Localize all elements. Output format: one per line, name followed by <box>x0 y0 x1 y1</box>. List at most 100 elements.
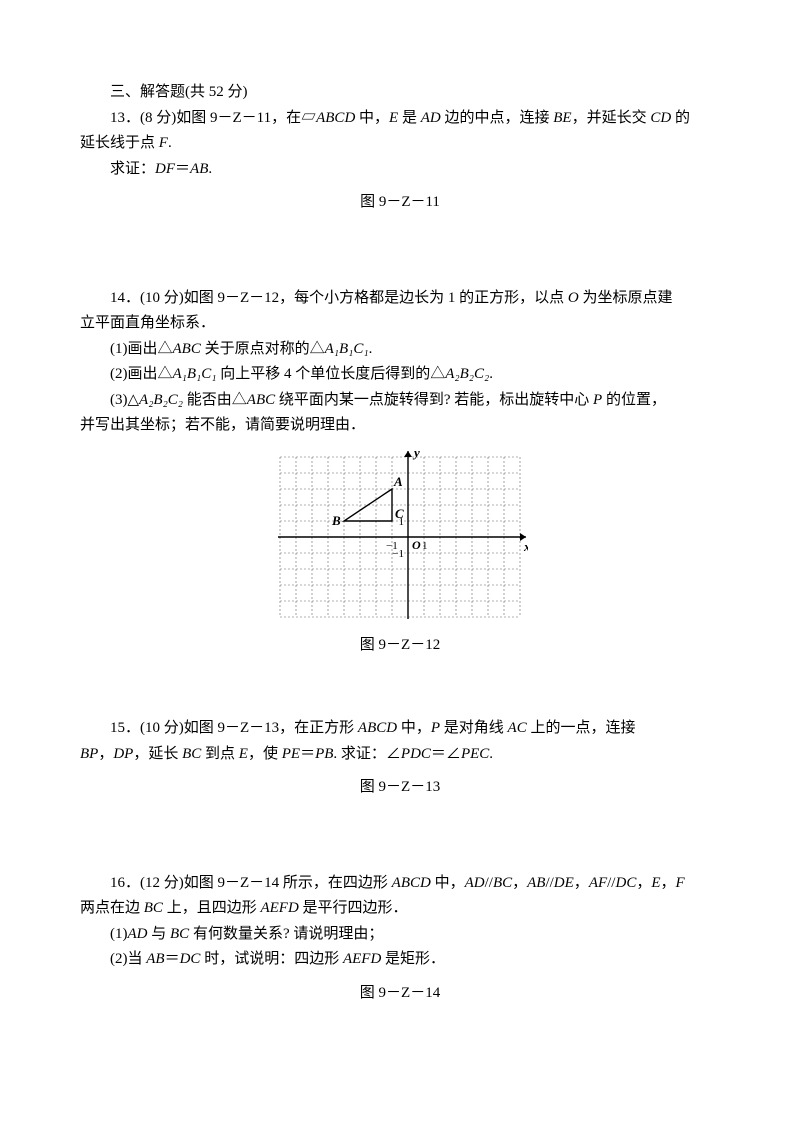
svg-text:x: x <box>523 539 528 554</box>
svg-text:y: y <box>412 449 420 460</box>
q16-text: 是平行四边形． <box>299 900 408 916</box>
q16-par: // <box>545 875 553 891</box>
svg-text:O: O <box>412 538 421 552</box>
q14-a1b1c1b: A₁B₁C₁ <box>173 366 217 382</box>
figure-16-label: 图 9－Z－14 <box>80 981 720 1007</box>
q16-abcd: ABCD <box>392 875 431 891</box>
q15-bp: BP <box>80 746 98 762</box>
q14-abc: ABC <box>173 341 201 357</box>
q16-f: F <box>676 875 685 891</box>
q15-dp: DP <box>113 746 133 762</box>
q16-de: DE <box>554 875 574 891</box>
q15-pdc: PDC <box>401 746 431 762</box>
q14-text: 关于原点对称的△ <box>201 341 325 357</box>
coordinate-grid-figure: O11−1−1xyABC <box>272 449 528 625</box>
q16-ad2: AD <box>128 926 148 942</box>
q16-aefd2: AEFD <box>343 951 381 967</box>
q15-line1: 15．(10 分)如图 9－Z－13，在正方形 ABCD 中，P 是对角线 AC… <box>80 716 720 742</box>
q13-eq: ＝ <box>175 161 190 177</box>
q15-e: E <box>239 746 248 762</box>
section-title: 三、解答题(共 52 分) <box>80 80 720 106</box>
q14-text: 绕平面内某一点旋转得到? 若能，标出旋转中心 <box>275 392 593 408</box>
q16-bc2: BC <box>144 900 163 916</box>
svg-text:1: 1 <box>422 540 428 552</box>
q14-text: (2)画出△ <box>110 366 173 382</box>
figure-15-label: 图 9－Z－13 <box>80 775 720 801</box>
q14-p: P <box>593 392 602 408</box>
q14-line1: 14．(10 分)如图 9－Z－12，每个小方格都是边长为 1 的正方形，以点 … <box>80 286 720 312</box>
q14-abcb: ABC <box>247 392 275 408</box>
q15-pb: PB <box>315 746 333 762</box>
q13-text: 延长线于点 <box>80 135 159 151</box>
q15-eq: ＝ <box>300 746 315 762</box>
q15-text: 上的一点，连接 <box>527 720 636 736</box>
q16-line1: 16．(12 分)如图 9－Z－14 所示，在四边形 ABCD 中，AD//BC… <box>80 871 720 897</box>
q14-a1b1c1: A₁B₁C₁ <box>325 341 369 357</box>
q14-sub3-line2: 并写出其坐标；若不能，请简要说明理由． <box>80 413 720 439</box>
q14-text: 为坐标原点建 <box>579 290 673 306</box>
q13-text: 的 <box>671 110 690 126</box>
q16-sub1: (1)AD 与 BC 有何数量关系? 请说明理由； <box>80 922 720 948</box>
q15-text: 到点 <box>201 746 239 762</box>
q16-af: AF <box>589 875 607 891</box>
q13-text: . <box>168 135 172 151</box>
q13-text: 是 <box>398 110 421 126</box>
q13-text: 中， <box>355 110 389 126</box>
q16-text: 两点在边 <box>80 900 144 916</box>
q16-text: 16．(12 分)如图 9－Z－14 所示，在四边形 <box>110 875 392 891</box>
figure-14-container: O11−1−1xyABC <box>80 449 720 625</box>
q16-par: // <box>485 875 493 891</box>
q16-sub2: (2)当 AB＝DC 时，试说明：四边形 AEFD 是矩形． <box>80 947 720 973</box>
q15-p: P <box>431 720 440 736</box>
q14-text: (1)画出△ <box>110 341 173 357</box>
q16-text: ， <box>661 875 676 891</box>
q14-text: 向上平移 4 个单位长度后得到的△ <box>216 366 445 382</box>
q15-abcd: ABCD <box>358 720 397 736</box>
q13-e: E <box>389 110 398 126</box>
q13-prove: 求证：DF＝AB. <box>80 157 720 183</box>
q16-line2: 两点在边 BC 上，且四边形 AEFD 是平行四边形． <box>80 896 720 922</box>
q16-bc3: BC <box>170 926 189 942</box>
q16-text: 是矩形． <box>381 951 445 967</box>
svg-text:B: B <box>331 513 341 528</box>
q16-text: ， <box>574 875 589 891</box>
q16-eq: ＝ <box>165 951 180 967</box>
question-16: 16．(12 分)如图 9－Z－14 所示，在四边形 ABCD 中，AD//BC… <box>80 871 720 973</box>
q14-sub3: (3)△A₂B₂C₂ 能否由△ABC 绕平面内某一点旋转得到? 若能，标出旋转中… <box>80 388 720 414</box>
question-15: 15．(10 分)如图 9－Z－13，在正方形 ABCD 中，P 是对角线 AC… <box>80 716 720 767</box>
q16-text: 与 <box>148 926 171 942</box>
q16-ad: AD <box>465 875 485 891</box>
question-13: 13．(8 分)如图 9－Z－11，在▱ABCD 中，E 是 AD 边的中点，连… <box>80 106 720 183</box>
q14-a2b2c2b: A₂B₂C₂ <box>139 392 183 408</box>
q14-text: 能否由△ <box>183 392 247 408</box>
q15-bc: BC <box>182 746 201 762</box>
q13-ad: AD <box>421 110 441 126</box>
svg-text:A: A <box>393 474 403 489</box>
q14-a2b2c2: A₂B₂C₂ <box>445 366 489 382</box>
q14-sub2: (2)画出△A₁B₁C₁ 向上平移 4 个单位长度后得到的△A₂B₂C₂. <box>80 362 720 388</box>
q16-text: 中， <box>431 875 465 891</box>
q16-text: ， <box>512 875 527 891</box>
q15-text: . <box>489 746 493 762</box>
q14-text: 的位置， <box>602 392 666 408</box>
q14-text: . <box>489 366 493 382</box>
svg-text:C: C <box>395 506 404 521</box>
question-14: 14．(10 分)如图 9－Z－12，每个小方格都是边长为 1 的正方形，以点 … <box>80 286 720 439</box>
q13-text: 求证： <box>110 161 155 177</box>
q13-text: 边的中点，连接 <box>441 110 554 126</box>
q16-ab2: AB <box>146 951 164 967</box>
q16-dc: DC <box>615 875 636 891</box>
q13-text: . <box>208 161 212 177</box>
q16-aefd: AEFD <box>260 900 298 916</box>
q13-ab: AB <box>190 161 208 177</box>
q13-line1: 13．(8 分)如图 9－Z－11，在▱ABCD 中，E 是 AD 边的中点，连… <box>80 106 720 132</box>
q15-pe: PE <box>282 746 300 762</box>
q14-line2: 立平面直角坐标系． <box>80 311 720 337</box>
q13-line2: 延长线于点 F. <box>80 131 720 157</box>
q15-text: . 求证：∠ <box>333 746 401 762</box>
q14-text: . <box>369 341 373 357</box>
q14-o: O <box>568 290 579 306</box>
q15-eq2: ＝∠ <box>431 746 461 762</box>
q15-line2: BP，DP，延长 BC 到点 E，使 PE＝PB. 求证：∠PDC＝∠PEC. <box>80 742 720 768</box>
q14-text: 14．(10 分)如图 9－Z－12，每个小方格都是边长为 1 的正方形，以点 <box>110 290 568 306</box>
